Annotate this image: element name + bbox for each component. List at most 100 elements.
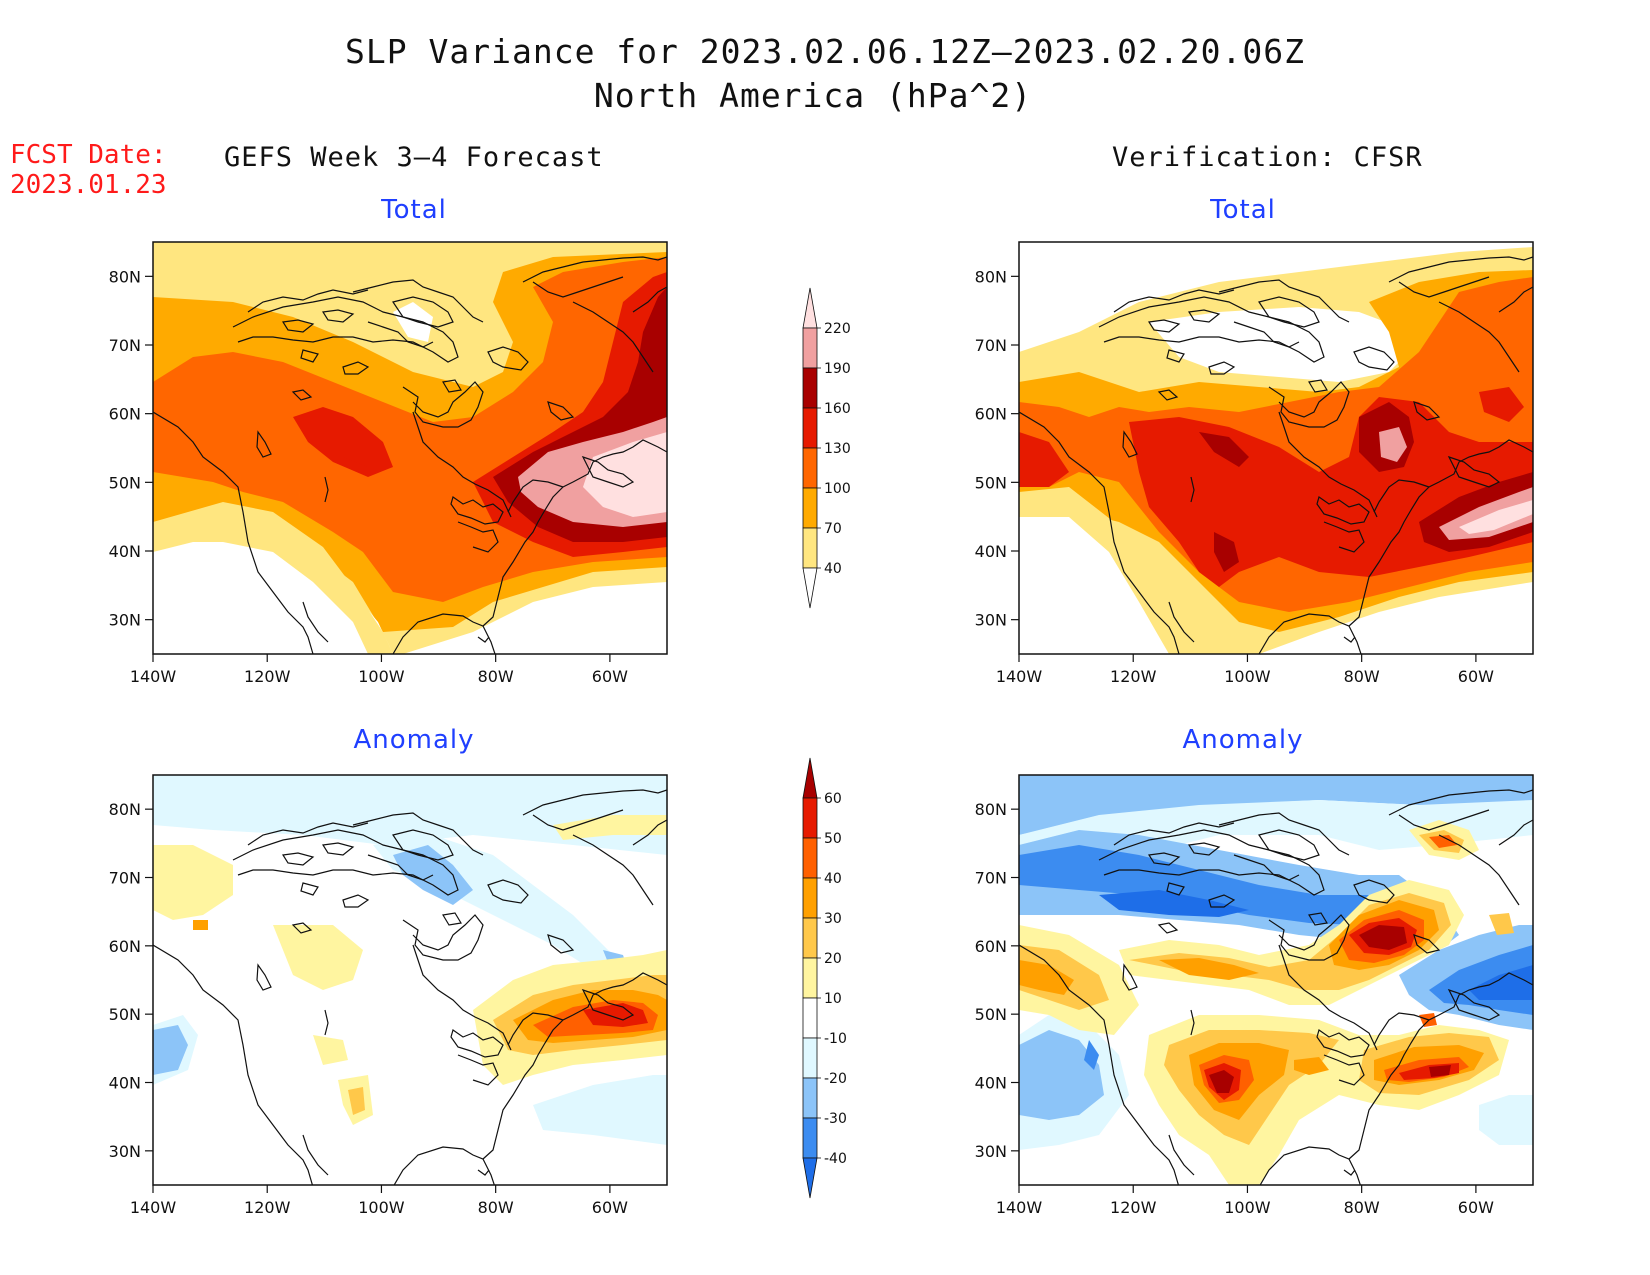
total-colorbar-segment: [802, 407, 818, 449]
panel-title-verification-anomaly: Anomaly: [1182, 725, 1304, 755]
total-colorbar-label: 70: [824, 521, 842, 537]
lat-tick-label: 50N: [109, 473, 141, 492]
anomaly-colorbar-segment: [802, 917, 818, 959]
lon-tick-label: 60W: [1458, 1198, 1494, 1217]
lon-tick-label: 140W: [130, 667, 177, 686]
anomaly-colorbar-label: 30: [824, 911, 842, 927]
lat-tick-label: 80N: [109, 800, 141, 819]
panel-title-forecast-total: Total: [381, 195, 447, 225]
panel-title-forecast-anomaly: Anomaly: [353, 725, 475, 755]
lat-tick-label: 80N: [975, 267, 1007, 286]
lon-tick-label: 80W: [478, 1198, 514, 1217]
anomaly-colorbar-label: 50: [824, 831, 842, 847]
total-colorbar-segment: [802, 527, 818, 569]
frame-verification-anomaly: [1018, 774, 1534, 1186]
lat-tick-label: 70N: [109, 336, 141, 355]
map-verification-anomaly: [1019, 775, 1533, 1185]
lon-tick-label: 120W: [1110, 667, 1157, 686]
lat-tick-label: 70N: [975, 336, 1007, 355]
lon-tick-label: 80W: [478, 667, 514, 686]
fcst-date-value: 2023.01.23: [10, 170, 167, 200]
lat-tick-label: 40N: [109, 1074, 141, 1093]
lon-tick-label: 140W: [996, 1198, 1043, 1217]
total-colorbar-segment: [802, 327, 818, 369]
lat-tick-label: 50N: [975, 473, 1007, 492]
anomaly-colorbar-label: 60: [824, 791, 842, 807]
lat-tick-label: 30N: [109, 611, 141, 630]
lon-tick-label: 140W: [130, 1198, 177, 1217]
anomaly-colorbar-segment: [802, 1037, 818, 1079]
lon-tick-label: 60W: [592, 1198, 628, 1217]
lat-tick-label: 40N: [109, 542, 141, 561]
lon-tick-label: 120W: [244, 1198, 291, 1217]
lon-tick-label: 100W: [1224, 1198, 1271, 1217]
anomaly-colorbar-segment: [802, 877, 818, 919]
anomaly-colorbar-segment: [802, 837, 818, 879]
anomaly-colorbar-segment: [802, 957, 818, 999]
colorbars: 220 190 160 130 100 70 40 60 50 40 30 20 10 -10 -20 -30…: [802, 287, 851, 1199]
lon-tick-label: 80W: [1344, 667, 1380, 686]
total-colorbar-segment: [802, 367, 818, 409]
lat-tick-label: 30N: [975, 611, 1007, 630]
lat-tick-label: 60N: [975, 937, 1007, 956]
anomaly-colorbar-segment: [802, 1117, 818, 1159]
total-colorbar-label: 100: [824, 481, 851, 497]
lon-tick-label: 100W: [358, 667, 405, 686]
anomaly-colorbar-label: -40: [824, 1151, 847, 1167]
lat-tick-label: 80N: [975, 800, 1007, 819]
lat-tick-label: 40N: [975, 1074, 1007, 1093]
total-colorbar-label: 40: [824, 561, 842, 577]
anomaly-colorbar-label: 40: [824, 871, 842, 887]
figure-title: SLP Variance for 2023.02.06.12Z–2023.02.…: [345, 32, 1305, 71]
total-colorbar-segment: [802, 447, 818, 489]
lon-tick-label: 120W: [244, 667, 291, 686]
total-colorbar-segment: [802, 287, 818, 329]
lat-tick-label: 60N: [109, 937, 141, 956]
total-colorbar-segment: [802, 487, 818, 529]
lat-tick-label: 60N: [975, 405, 1007, 424]
lat-tick-label: 70N: [975, 869, 1007, 888]
panel-title-verification-total: Total: [1210, 195, 1276, 225]
fcst-date-label: FCST Date:: [10, 140, 167, 170]
lat-tick-label: 60N: [109, 405, 141, 424]
total-colorbar-label: 190: [824, 361, 851, 377]
lat-tick-label: 50N: [109, 1005, 141, 1024]
verification-column-title: Verification: CFSR: [1112, 142, 1423, 173]
frame-forecast-anomaly: [152, 774, 668, 1186]
lat-tick-label: 50N: [975, 1005, 1007, 1024]
lon-tick-label: 60W: [1458, 667, 1494, 686]
lat-tick-label: 70N: [109, 869, 141, 888]
lon-tick-label: 100W: [358, 1198, 405, 1217]
lat-tick-label: 30N: [109, 1142, 141, 1161]
lon-tick-label: 140W: [996, 667, 1043, 686]
lat-tick-label: 40N: [975, 542, 1007, 561]
frame-forecast-total: [152, 241, 668, 655]
lat-tick-label: 30N: [975, 1142, 1007, 1161]
lon-tick-label: 100W: [1224, 667, 1271, 686]
fcst-date-block: FCST Date: 2023.01.23: [10, 140, 167, 200]
anomaly-colorbar-segment: [802, 997, 818, 1039]
map-forecast-anomaly: [153, 775, 667, 1185]
anomaly-colorbar-segment: [802, 797, 818, 839]
total-colorbar-label: 130: [824, 441, 851, 457]
lat-tick-label: 80N: [109, 267, 141, 286]
anomaly-colorbar-label: -20: [824, 1071, 847, 1087]
total-colorbar-label: 160: [824, 401, 851, 417]
axis-labels: 140W 120W 100W 80W 60W 30N 40N 50N 60N 70N 80N 140W…: [109, 267, 1494, 1217]
total-colorbar-label: 220: [824, 321, 851, 337]
figure-subtitle: North America (hPa^2): [593, 76, 1033, 115]
anomaly-colorbar-label: 10: [824, 991, 842, 1007]
frame-verification-total: [1018, 241, 1534, 655]
forecast-column-title: GEFS Week 3–4 Forecast: [224, 142, 604, 173]
anomaly-colorbar-label: 20: [824, 951, 842, 967]
anomaly-colorbar-label: -30: [824, 1111, 847, 1127]
lon-tick-label: 60W: [592, 667, 628, 686]
lon-tick-label: 80W: [1344, 1198, 1380, 1217]
lon-tick-label: 120W: [1110, 1198, 1157, 1217]
anomaly-colorbar-segment: [802, 1157, 818, 1199]
anomaly-colorbar-segment: [802, 757, 818, 799]
anomaly-colorbar-label: -10: [824, 1031, 847, 1047]
map-verification-total: [1019, 242, 1533, 654]
anomaly-colorbar-segment: [802, 1077, 818, 1119]
